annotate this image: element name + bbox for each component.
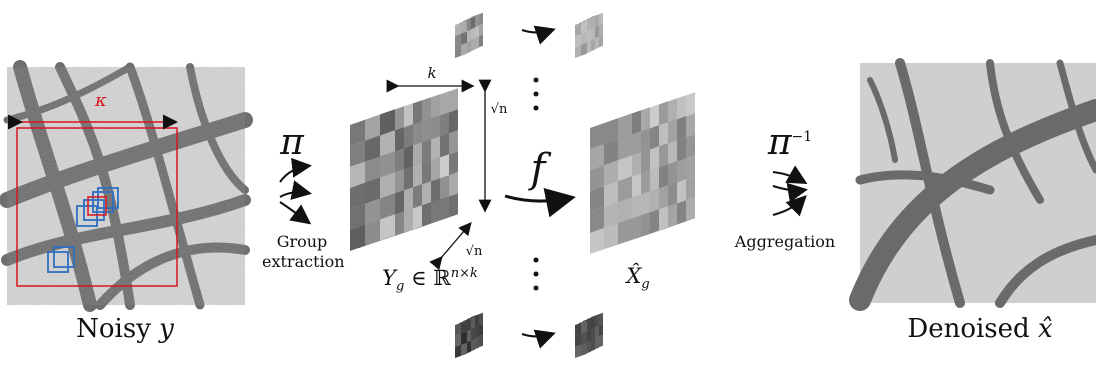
- aggregation-label: Aggregation: [734, 232, 836, 251]
- small-group-top-noisy: [455, 12, 483, 58]
- k-label: k: [427, 64, 437, 82]
- denoised-group-stack: [590, 92, 695, 254]
- filter-arrow: [504, 187, 576, 218]
- ellipsis-bottom: [533, 257, 539, 291]
- grouping-label: Group extraction: [262, 232, 345, 271]
- denoised-caption: Denoised x̂: [907, 314, 1053, 344]
- small-arrow-bottom: [521, 329, 556, 349]
- grouping-symbol: π: [280, 122, 304, 163]
- sqrt-n-arrow-diagonal: [429, 222, 472, 271]
- aggregation-symbol: π−1: [767, 122, 813, 163]
- reference-patch: [87, 196, 107, 216]
- denoised-group-label: X̂g: [626, 264, 650, 293]
- ellipsis-top: [533, 77, 539, 111]
- window-label: κ: [95, 90, 107, 111]
- small-group-bottom-noisy: [455, 312, 483, 358]
- noisy-caption: Noisy y: [76, 314, 174, 344]
- small-group-bottom-denoised: [575, 312, 603, 358]
- small-arrow-top: [521, 25, 556, 45]
- noisy-image: [0, 60, 253, 312]
- grouping-arrows: [279, 157, 312, 225]
- sqrt-n-label-diagonal: √n: [465, 244, 483, 259]
- aggregation-arrows: [772, 165, 808, 217]
- patch-group-blue: [47, 187, 119, 273]
- noisy-group-stack: [350, 88, 458, 251]
- noisy-group-formula: Yg ∈ ℝn×k: [382, 266, 478, 295]
- filter-symbol: f: [530, 146, 546, 192]
- small-group-top-denoised: [575, 12, 603, 58]
- denoised-image: [849, 58, 1096, 311]
- sqrt-n-label-vertical: √n: [490, 102, 508, 117]
